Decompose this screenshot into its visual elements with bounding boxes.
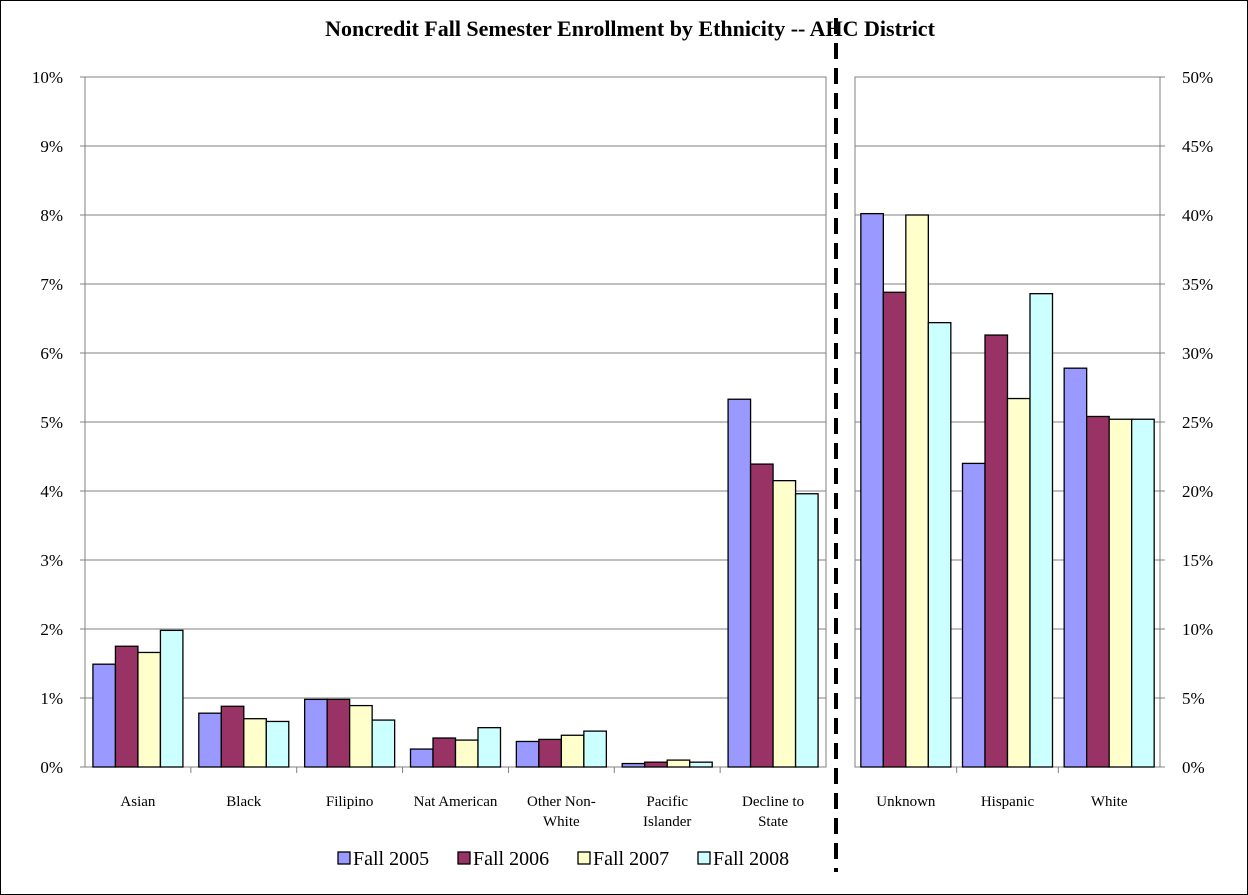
x-category-label: Pacific	[646, 794, 688, 810]
y-tick-label: 3%	[40, 551, 63, 570]
y-tick-label: 2%	[40, 620, 63, 639]
bar	[409, 748, 434, 768]
bar	[371, 719, 396, 768]
bar	[137, 651, 162, 768]
x-category-label: Unknown	[876, 794, 936, 810]
bar	[1108, 418, 1133, 768]
y-tick-label: 25%	[1182, 413, 1213, 432]
y-tick-label: 5%	[40, 413, 63, 432]
legend-label: Fall 2006	[473, 848, 549, 870]
y-tick-label: 5%	[1182, 689, 1205, 708]
y-tick-label: 9%	[40, 137, 63, 156]
legend-swatch	[697, 851, 711, 865]
bar	[265, 720, 290, 768]
bar	[905, 214, 929, 768]
legend-swatch	[337, 851, 351, 865]
x-category-label: Other Non-	[527, 794, 596, 810]
bar	[454, 739, 479, 768]
bar	[538, 738, 563, 768]
bar	[560, 734, 585, 768]
x-category-label: White	[543, 814, 580, 830]
bar	[961, 462, 986, 768]
x-category-label: Nat American	[414, 794, 498, 810]
bar	[927, 321, 952, 768]
x-category-label: Hispanic	[981, 794, 1035, 810]
legend-label: Fall 2008	[713, 848, 789, 870]
y-tick-label: 0%	[1182, 758, 1205, 777]
bar	[477, 727, 502, 768]
bar	[515, 740, 540, 768]
bar	[1086, 415, 1110, 768]
bar	[243, 718, 267, 768]
legend-swatch	[577, 851, 591, 865]
y-tick-label: 15%	[1182, 551, 1213, 570]
y-tick-label: 45%	[1182, 137, 1213, 156]
bar	[794, 493, 819, 768]
y-tick-label: 6%	[40, 344, 63, 363]
y-tick-label: 20%	[1182, 482, 1213, 501]
bar	[583, 730, 608, 768]
legend-label: Fall 2007	[593, 848, 669, 870]
x-category-label: Decline to	[742, 794, 804, 810]
bar	[882, 291, 907, 768]
bar	[666, 759, 691, 768]
bar	[159, 629, 184, 768]
y-tick-label: 50%	[1182, 68, 1213, 87]
bar	[749, 463, 774, 768]
bar	[1006, 397, 1031, 768]
bar	[860, 212, 884, 768]
x-category-label: State	[758, 814, 788, 830]
bar	[644, 761, 668, 768]
x-category-label: Asian	[120, 794, 155, 810]
bar	[432, 737, 457, 768]
bar	[303, 698, 328, 768]
y-tick-label: 40%	[1182, 206, 1213, 225]
bar	[727, 398, 752, 768]
bar	[198, 712, 222, 768]
x-category-label: Black	[226, 794, 261, 810]
bar	[114, 645, 139, 768]
y-tick-label: 8%	[40, 206, 63, 225]
bar	[689, 761, 713, 768]
y-tick-label: 10%	[32, 68, 63, 87]
legend-swatch	[457, 851, 471, 865]
y-tick-label: 0%	[40, 758, 63, 777]
x-category-label: White	[1091, 794, 1128, 810]
x-category-label: Islander	[643, 814, 691, 830]
bar	[1029, 293, 1054, 768]
y-tick-label: 1%	[40, 689, 63, 708]
bar	[621, 762, 646, 768]
y-tick-label: 10%	[1182, 620, 1213, 639]
bar	[220, 705, 245, 768]
bar	[92, 663, 117, 768]
chart-title: Noncredit Fall Semester Enrollment by Et…	[325, 16, 935, 41]
bar	[1131, 418, 1155, 768]
y-tick-label: 30%	[1182, 344, 1213, 363]
y-tick-label: 35%	[1182, 275, 1213, 294]
bar	[772, 479, 797, 768]
bar	[348, 704, 373, 768]
bar	[984, 334, 1009, 768]
legend-label: Fall 2005	[353, 848, 429, 870]
x-category-label: Filipino	[326, 794, 374, 810]
bar	[326, 698, 351, 768]
y-tick-label: 4%	[40, 482, 63, 501]
y-tick-label: 7%	[40, 275, 63, 294]
bar	[1063, 367, 1088, 768]
